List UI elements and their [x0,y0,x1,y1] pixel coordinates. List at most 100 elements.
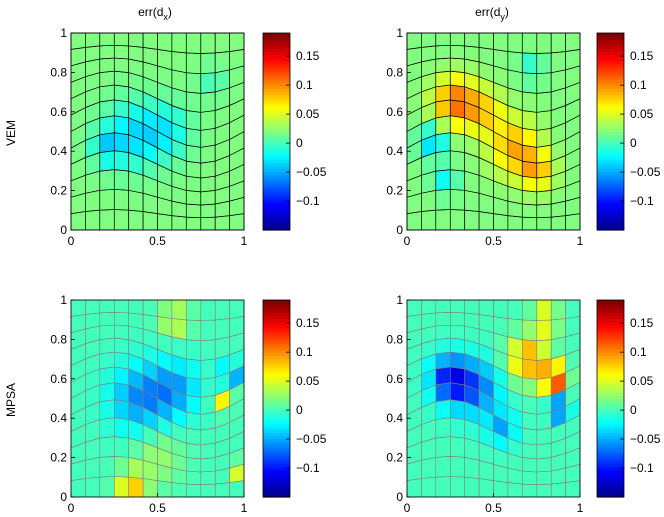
colorbar-swatch [597,438,624,443]
mesh-cell [421,312,437,330]
mesh-cell [128,189,144,212]
colorbar-swatch [597,171,624,176]
mesh-cell [493,299,509,319]
mesh-cell [536,457,552,473]
colorbar-swatch [263,97,290,102]
colorbar-swatch [263,472,290,477]
colorbar-swatch [263,180,290,185]
colorbar-swatch [597,401,624,406]
x-tick-label: 1 [241,501,248,515]
colorbar-swatch [263,73,290,77]
colorbar-swatch [263,205,290,210]
mesh-cell [406,211,422,231]
colorbar-swatch [597,73,624,77]
mesh-cell [521,442,538,460]
mesh-cell [99,70,115,88]
y-tick-label: 0 [60,223,67,237]
colorbar-swatch [597,453,624,458]
colorbar-swatch [263,346,290,350]
mesh-cell [114,455,129,478]
mesh-cell [536,377,552,398]
mesh-cell [435,351,451,370]
mesh-cell [157,299,173,319]
colorbar-frame [596,299,625,498]
colorbar-tick-label: 0.15 [296,49,320,63]
mesh-cell [435,150,451,172]
colorbar-swatch [597,404,624,409]
mesh-cell [171,318,187,341]
mesh-cell [536,394,552,415]
colorbar-swatch [597,42,624,46]
colorbar-swatch [597,423,624,427]
colorbar-swatch [597,373,624,378]
colorbar-tick-label: 0.15 [296,316,320,330]
mesh-cell [421,32,437,48]
mesh-cell [113,99,130,119]
mesh-cell [536,175,552,193]
x-tick-label: 0 [404,501,411,515]
mesh-cell [85,312,101,330]
colorbar-swatch [263,429,290,433]
colorbar-swatch [597,39,624,43]
colorbar-swatch [263,423,290,427]
colorbar-swatch [263,373,290,378]
mesh-cell [114,436,129,458]
colorbar-swatch [263,349,290,353]
colorbar-swatch [597,45,624,49]
colorbar-swatch [263,303,290,307]
y-tick-label: 0 [396,490,403,504]
colorbar-swatch [597,168,624,173]
column-titles: err(dx) err(dy) [138,5,509,22]
mesh-cell [128,476,144,498]
colorbar-swatch [263,306,290,310]
mesh-cell [536,110,552,131]
colorbar-swatch [597,103,624,108]
mesh-cell [200,394,216,415]
subscript-x: x [163,12,168,22]
colorbar-swatch [597,410,624,415]
x-tick-label: 1 [577,234,584,248]
mesh-cell [171,482,187,498]
colorbar-swatch [597,389,624,393]
mesh-cell [521,160,538,179]
colorbar-swatch [597,395,624,400]
colorbar-swatch [597,416,624,421]
mesh-cell [113,115,130,136]
colorbar-swatch [263,199,290,203]
mesh-cell [449,169,466,191]
mesh-cell [449,311,466,327]
column-title-dx: err(dx) [138,5,172,22]
mesh-cell [128,32,144,48]
mesh-cell [99,455,115,478]
mesh-cell [113,70,130,88]
mesh-cell [550,299,566,321]
mesh-cell [85,299,101,315]
mesh-cell [536,32,552,54]
mesh-cell [449,337,466,355]
colorbar-swatch [597,300,624,304]
mesh-cell [507,69,523,93]
colorbar-swatch [263,309,290,313]
mesh-cell [435,436,451,458]
colorbar-swatch [263,217,290,222]
mesh-cell [214,215,230,231]
mesh-cell [536,442,552,460]
colorbar-tick-label: 0.1 [296,345,313,359]
colorbar-swatch [263,330,290,335]
colorbar-swatch [597,472,624,477]
mesh-cell [521,32,538,54]
colorbar-swatch [263,208,290,213]
colorbar-swatch [597,346,624,350]
mesh-cell [200,110,216,131]
mesh-cell [128,209,144,231]
mesh-cell [99,32,115,47]
mesh-cell [200,299,216,321]
colorbar-swatch [263,113,290,117]
y-tick-label: 0.6 [50,372,67,386]
mesh-cell [171,299,187,321]
colorbar-swatch [597,177,624,182]
colorbar-swatch [263,153,290,157]
mesh-cell [536,319,552,342]
colorbar-tick-label: 0.05 [630,107,654,121]
mesh-cell [536,203,552,219]
